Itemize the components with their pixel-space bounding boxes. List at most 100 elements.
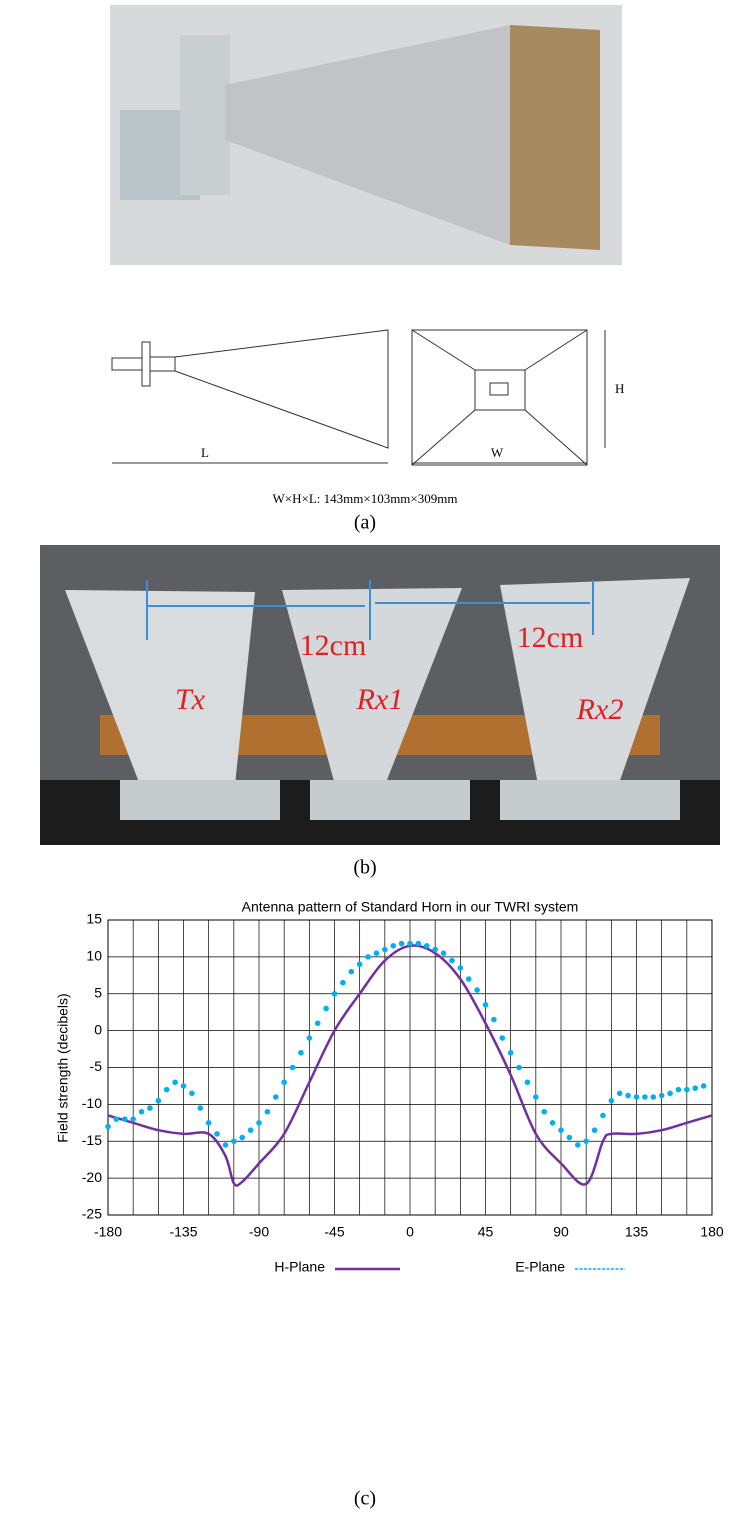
data-point — [340, 980, 346, 986]
data-point — [575, 1142, 581, 1148]
data-point — [432, 947, 438, 953]
data-point — [567, 1135, 573, 1141]
data-point — [458, 965, 464, 971]
x-tick-label: 0 — [406, 1224, 414, 1240]
data-point — [214, 1131, 220, 1137]
data-point — [583, 1138, 589, 1144]
data-point — [424, 943, 430, 949]
data-point — [181, 1083, 187, 1089]
data-point — [491, 1017, 497, 1023]
data-point — [642, 1094, 648, 1100]
data-point — [374, 950, 380, 956]
data-point — [650, 1094, 656, 1100]
data-point — [592, 1127, 598, 1133]
data-point — [315, 1020, 321, 1026]
data-point — [307, 1035, 313, 1041]
x-tick-label: -135 — [169, 1224, 197, 1240]
data-point — [298, 1050, 304, 1056]
data-point — [399, 941, 405, 947]
height-label: H — [615, 381, 624, 396]
data-point — [625, 1093, 631, 1099]
caption: (c) — [354, 1488, 376, 1510]
y-tick-label: -25 — [82, 1206, 102, 1222]
data-point — [231, 1138, 237, 1144]
data-point — [114, 1116, 120, 1122]
data-point — [156, 1098, 162, 1104]
data-point — [323, 1006, 329, 1012]
data-point — [600, 1113, 606, 1119]
antenna-label: Tx — [175, 683, 206, 716]
data-point — [105, 1124, 111, 1130]
data-point — [206, 1120, 212, 1126]
data-point — [281, 1079, 287, 1085]
data-point — [634, 1094, 640, 1100]
x-tick-label: 180 — [700, 1224, 724, 1240]
diagram — [112, 330, 605, 465]
x-tick-label: -90 — [249, 1224, 269, 1240]
data-point — [332, 991, 338, 997]
legend-label: H-Plane — [274, 1259, 325, 1275]
y-tick-label: 15 — [86, 911, 102, 927]
x-tick-label: 90 — [553, 1224, 569, 1240]
y-tick-label: 5 — [94, 984, 102, 1000]
y-tick-label: -5 — [90, 1058, 103, 1074]
data-point — [550, 1120, 556, 1126]
data-point — [499, 1035, 505, 1041]
photo-a — [110, 5, 622, 265]
data-point — [416, 941, 422, 947]
data-point — [172, 1079, 178, 1085]
data-point — [525, 1079, 531, 1085]
data-point — [382, 947, 388, 953]
data-point — [441, 950, 447, 956]
data-point — [474, 987, 480, 993]
data-point — [248, 1127, 254, 1133]
data-point — [659, 1093, 665, 1099]
y-axis-label: Field strength (decibels) — [55, 993, 71, 1142]
data-point — [365, 954, 371, 960]
data-point — [147, 1105, 153, 1111]
x-tick-label: -45 — [324, 1224, 344, 1240]
data-point — [239, 1135, 245, 1141]
antenna-label: Rx1 — [356, 683, 404, 716]
antenna-label: Rx2 — [576, 693, 624, 726]
spacing-label: 12cm — [300, 629, 367, 662]
y-tick-label: 0 — [94, 1021, 102, 1037]
data-point — [516, 1065, 522, 1071]
data-point — [189, 1091, 195, 1097]
data-point — [676, 1087, 682, 1093]
data-point — [449, 958, 455, 964]
y-tick-label: -10 — [82, 1095, 102, 1111]
data-point — [273, 1094, 279, 1100]
x-tick-label: -180 — [94, 1224, 122, 1240]
chart-title: Antenna pattern of Standard Horn in our … — [242, 899, 579, 915]
data-point — [701, 1083, 707, 1089]
legend-label: E-Plane — [515, 1259, 565, 1275]
data-point — [466, 976, 472, 982]
data-point — [139, 1109, 145, 1115]
caption: (a) — [354, 512, 376, 534]
data-point — [617, 1091, 623, 1097]
data-point — [692, 1085, 698, 1091]
data-point — [265, 1109, 271, 1115]
data-point — [164, 1087, 170, 1093]
data-point — [609, 1098, 615, 1104]
data-point — [407, 941, 413, 947]
y-tick-label: 10 — [86, 948, 102, 964]
data-point — [508, 1050, 514, 1056]
data-point — [290, 1065, 296, 1071]
width-label: W — [491, 445, 504, 460]
data-point — [130, 1116, 136, 1122]
y-tick-label: -15 — [82, 1132, 102, 1148]
data-point — [223, 1142, 229, 1148]
data-point — [533, 1094, 539, 1100]
y-tick-label: -20 — [82, 1169, 102, 1185]
x-tick-label: 135 — [625, 1224, 649, 1240]
spacing-label: 12cm — [517, 621, 584, 654]
dimensions: W×H×L: 143mm×103mm×309mm — [273, 491, 458, 506]
data-point — [390, 943, 396, 949]
caption: (b) — [353, 857, 376, 879]
length-label: L — [201, 445, 209, 460]
data-point — [684, 1087, 690, 1093]
data-point — [483, 1002, 489, 1008]
data-point — [348, 969, 354, 975]
